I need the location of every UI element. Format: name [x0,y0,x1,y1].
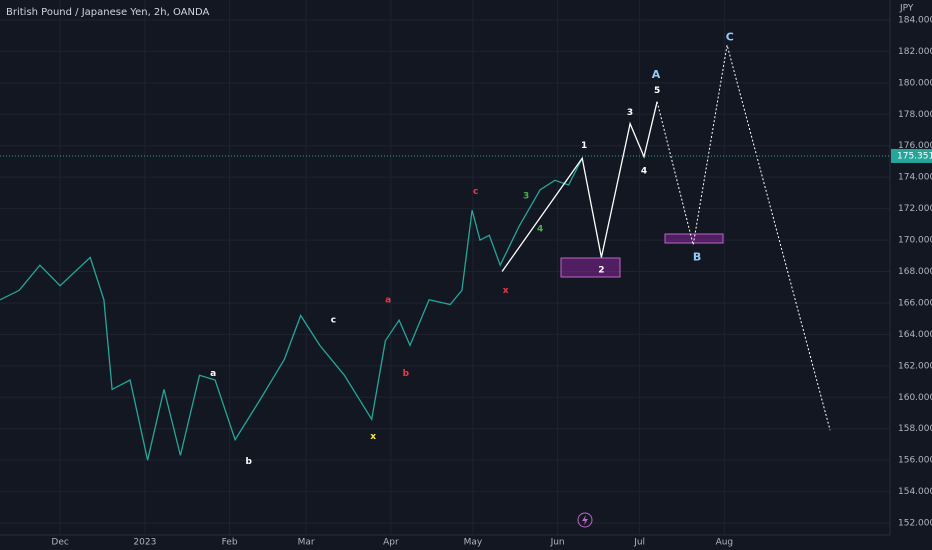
y-tick-label: 170.000 [898,236,932,246]
wave-label: 5 [654,86,660,96]
y-tick-label: 162.000 [898,361,932,371]
wave-label: c [331,316,336,326]
wave-label: a [210,369,216,379]
x-tick-label: May [464,538,483,548]
price-line [0,158,583,461]
target-zone [560,257,621,278]
wave-label: 4 [537,225,543,235]
x-tick-label: Aug [716,538,734,548]
y-tick-label: 174.000 [898,173,932,183]
wave-label: b [246,457,253,467]
labels: 152.000 154.000 156.000 158.000 160.000 162.0… [51,15,932,548]
y-tick-label: 168.000 [898,267,932,277]
x-tick-label: Mar [298,538,315,548]
wave-label: 1 [581,141,587,151]
y-tick-label: 156.000 [898,456,932,466]
current-price-tag [891,148,932,163]
wave-label: C [726,30,734,43]
grid [0,0,890,535]
event-icon[interactable] [577,512,593,528]
x-tick-label: Jun [550,538,565,548]
projection-line [501,101,658,272]
y-tick-label: 166.000 [898,298,932,308]
y-tick-label: 172.000 [898,204,932,214]
wave-label: x [370,432,376,442]
marks [0,44,890,461]
y-tick-label: 180.000 [898,78,932,88]
wave-label: x [503,286,509,296]
wave-label: 3 [627,108,633,118]
wave-label: b [403,369,410,379]
y-tick-label: 160.000 [898,393,932,403]
wave-label: B [693,250,701,263]
y-tick-label: 154.000 [898,487,932,497]
y-tick-label: 178.000 [898,110,932,120]
wave-label: a [385,295,391,305]
y-tick-label: 152.000 [898,519,932,529]
y-tick-label: 164.000 [898,330,932,340]
wave-label: c [473,187,478,197]
y-tick-label: 184.000 [898,15,932,25]
y-tick-label: 158.000 [898,424,932,434]
x-tick-label: Feb [222,538,238,548]
y-axis-label: JPY [899,4,914,14]
wave-label: A [652,68,661,81]
x-tick-label: Jul [633,538,645,548]
wave-label: 4 [641,166,647,176]
wave-label: 2 [598,265,604,275]
y-tick-label: 182.000 [898,47,932,57]
wave-label: 3 [523,192,529,202]
current-price-label: 175.351 [897,151,932,161]
chart-title: British Pound / Japanese Yen, 2h, OANDA [6,7,210,18]
x-tick-label: Dec [51,538,68,548]
projection-dotted [656,44,831,431]
x-tick-label: 2023 [133,538,156,548]
y-tick-label: 176.000 [898,141,932,151]
x-tick-label: Apr [383,538,399,548]
event-icon-bolt [582,515,588,525]
